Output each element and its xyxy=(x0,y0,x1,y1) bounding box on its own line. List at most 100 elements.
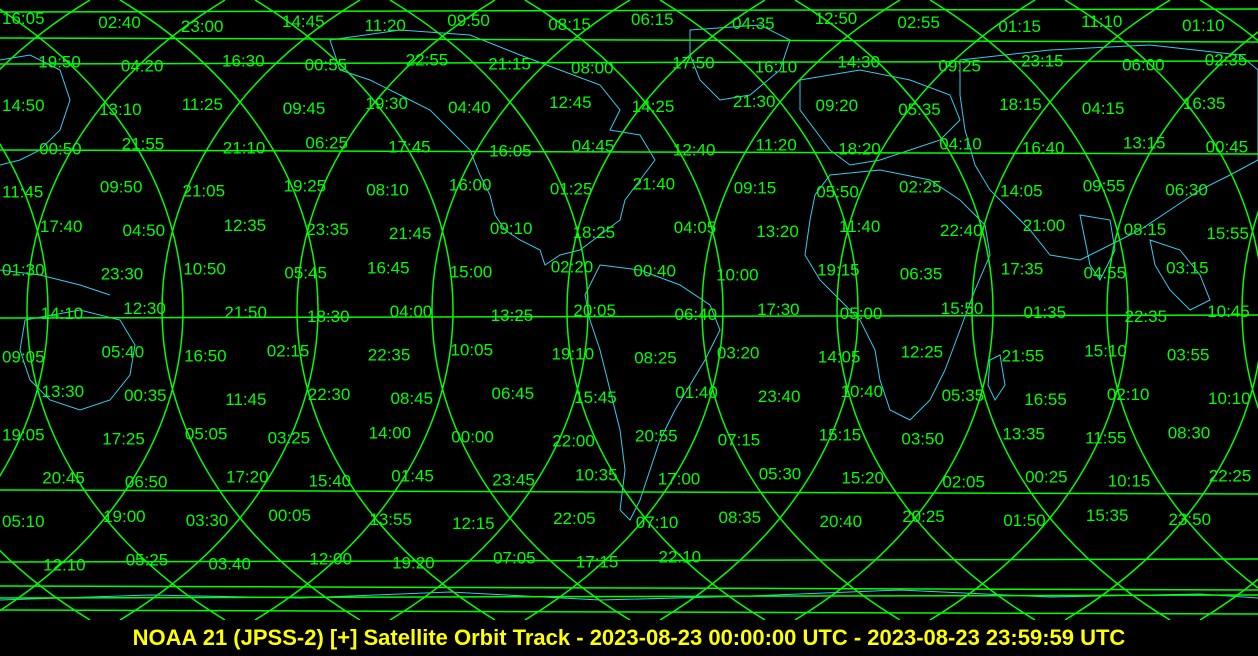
pass-time-label: 13:25 xyxy=(491,306,534,325)
pass-time-label: 20:55 xyxy=(635,426,678,445)
pass-time-label: 21:55 xyxy=(1002,346,1045,365)
pass-time-label: 17:40 xyxy=(40,217,83,236)
pass-time-label: 07:05 xyxy=(493,549,536,568)
pass-time-label: 02:35 xyxy=(1205,50,1248,69)
pass-time-label: 12:25 xyxy=(901,342,944,361)
track-band xyxy=(0,585,1258,591)
pass-time-label: 20:45 xyxy=(42,469,85,488)
pass-time-label: 07:10 xyxy=(636,513,679,532)
pass-time-label: 15:15 xyxy=(819,425,862,444)
pass-time-label: 21:30 xyxy=(733,92,776,111)
track-band xyxy=(0,37,1258,43)
pass-time-label: 08:15 xyxy=(548,15,591,34)
pass-time-label: 04:55 xyxy=(1084,264,1127,283)
pass-time-label: 05:35 xyxy=(898,100,941,119)
pass-time-label: 15:45 xyxy=(574,388,617,407)
pass-time-label: 10:40 xyxy=(841,382,884,401)
greenland-coast xyxy=(689,24,791,101)
pass-time-label: 06:45 xyxy=(492,384,535,403)
pass-time-label: 13:35 xyxy=(1002,424,1045,443)
pass-time-label: 06:30 xyxy=(1165,181,1208,200)
pass-time-label: 16:05 xyxy=(2,9,45,28)
pass-time-label: 16:00 xyxy=(449,176,492,195)
pass-time-label: 03:30 xyxy=(186,511,229,530)
pass-track-arc xyxy=(254,0,454,620)
pass-time-label: 21:40 xyxy=(633,175,676,194)
pass-time-label: 12:45 xyxy=(549,93,592,112)
pass-time-label: 18:25 xyxy=(573,223,616,242)
pass-time-label: 01:10 xyxy=(1182,16,1225,35)
pass-time-label: 20:05 xyxy=(573,301,616,320)
pass-time-label: 19:30 xyxy=(365,94,408,113)
pass-time-label: 13:55 xyxy=(369,510,412,529)
world-map: 16:05 02:40 23:00 14:45 11:20 09:50 08:15 06:15… xyxy=(0,0,1258,620)
pass-time-label: 21:10 xyxy=(223,138,266,157)
pass-time-label: 18:20 xyxy=(838,139,881,158)
pass-time-label: 21:55 xyxy=(122,134,165,153)
madagascar-coast xyxy=(987,354,1006,402)
pass-time-label: 16:45 xyxy=(367,259,410,278)
pass-time-label: 08:10 xyxy=(366,181,409,200)
pass-time-label: 01:15 xyxy=(998,17,1041,36)
pass-time-label: 14:25 xyxy=(632,97,675,116)
pass-time-label: 02:40 xyxy=(98,13,141,32)
pass-time-label: 15:40 xyxy=(309,472,352,491)
pass-track-arc xyxy=(1241,210,1258,410)
pass-time-label: 12:30 xyxy=(123,299,166,318)
pass-time-label: 05:50 xyxy=(816,183,859,202)
pass-time-label: 12:40 xyxy=(673,140,716,159)
pass-time-label: 04:00 xyxy=(390,302,433,321)
pass-track-arc xyxy=(836,0,1036,620)
pass-time-label: 18:15 xyxy=(999,95,1042,114)
pass-time-label: 17:30 xyxy=(757,300,800,319)
pass-time-label: 17:50 xyxy=(672,53,715,72)
pass-time-label: 21:15 xyxy=(488,54,531,73)
pass-time-label: 19:00 xyxy=(103,507,146,526)
pass-time-label: 06:50 xyxy=(125,473,168,492)
pass-time-label: 17:35 xyxy=(1001,260,1044,279)
pass-time-label: 15:50 xyxy=(941,299,984,318)
pass-track-arc xyxy=(1064,0,1258,620)
pass-time-label: 13:10 xyxy=(99,100,142,119)
pass-time-label: 06:15 xyxy=(631,10,674,29)
pass-time-label: 11:45 xyxy=(225,390,266,409)
pass-time-label: 06:00 xyxy=(1122,55,1165,74)
pass-time-label: 08:45 xyxy=(391,389,434,408)
caption-bar: NOAA 21 (JPSS-2) [+] Satellite Orbit Tra… xyxy=(0,620,1258,656)
pass-time-label: 23:15 xyxy=(1021,51,1064,70)
pass-time-label: 04:35 xyxy=(732,14,775,33)
pass-time-label: 16:30 xyxy=(222,51,265,70)
pass-time-label: 12:35 xyxy=(224,216,267,235)
pass-time-label: 04:45 xyxy=(572,136,615,155)
pass-time-label: 03:50 xyxy=(901,429,944,448)
pass-track-arc xyxy=(161,0,361,620)
track-band xyxy=(0,594,1258,599)
pass-time-label: 00:45 xyxy=(1206,137,1249,156)
pass-time-label: 21:45 xyxy=(389,224,432,243)
pass-time-label: 11:20 xyxy=(756,135,797,154)
pass-track-arc xyxy=(566,0,766,620)
pass-time-label: 21:05 xyxy=(183,182,226,201)
pass-time-label: 22:00 xyxy=(552,431,595,450)
pass-time-label: 02:05 xyxy=(942,473,985,492)
pass-time-label: 23:00 xyxy=(181,17,224,36)
pass-track-arc xyxy=(971,0,1171,620)
pass-time-label: 08:35 xyxy=(719,508,762,527)
pass-time-label: 09:05 xyxy=(2,347,45,366)
pass-time-label: 02:15 xyxy=(267,341,310,360)
pass-track-arc xyxy=(26,0,226,620)
pass-time-label: 17:00 xyxy=(658,470,701,489)
pass-time-label: 00:50 xyxy=(39,139,82,158)
pass-time-label: 12:15 xyxy=(452,514,495,533)
pass-time-label: 23:30 xyxy=(101,265,144,284)
track-band xyxy=(0,314,1258,319)
pass-time-label: 14:30 xyxy=(837,52,880,71)
pass-time-label: 02:25 xyxy=(899,178,942,197)
pass-time-labels: 16:05 02:40 23:00 14:45 11:20 09:50 08:15 06:15… xyxy=(2,9,1251,575)
pass-time-label: 02:10 xyxy=(1107,385,1150,404)
track-band xyxy=(0,8,1258,13)
pass-time-label: 04:20 xyxy=(121,56,164,75)
pass-time-label: 22:55 xyxy=(406,50,449,69)
orbit-track xyxy=(0,0,1258,620)
pass-time-label: 19:20 xyxy=(392,554,435,573)
